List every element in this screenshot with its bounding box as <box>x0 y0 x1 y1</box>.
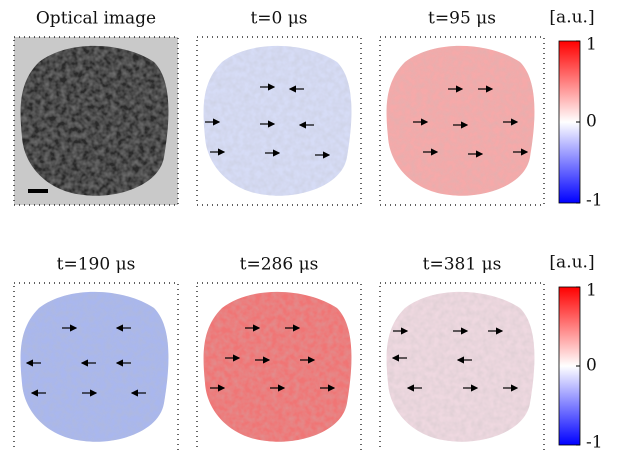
colorbar-unit: [a.u.] <box>549 8 594 28</box>
colorbar-unit: [a.u.] <box>549 253 594 273</box>
panel-frame <box>196 36 362 206</box>
panel-title: t=0 μs <box>250 9 307 29</box>
panel-title: t=286 μs <box>240 255 319 275</box>
colorbar-tick-label: 1 <box>586 281 597 301</box>
sample-map <box>20 45 169 196</box>
panel-frame <box>13 282 179 452</box>
panel <box>379 282 545 452</box>
panel-frame <box>196 282 362 452</box>
colorbar-tick-label: -1 <box>586 191 603 211</box>
panel-frame <box>13 36 179 206</box>
colorbar-tick-label: 0 <box>586 112 597 132</box>
panel-title: Optical image <box>36 9 156 29</box>
panel-title: t=95 μs <box>428 9 496 29</box>
colorbar-tick-label: 1 <box>586 35 597 55</box>
sample-map <box>386 291 535 442</box>
panel <box>196 282 362 452</box>
panel <box>379 36 545 206</box>
panel <box>196 36 362 206</box>
sample-map <box>203 45 352 196</box>
scale-bar <box>28 189 48 193</box>
sample-map <box>20 291 169 442</box>
sample-map <box>203 291 352 442</box>
colorbar-tick-label: -1 <box>586 433 603 451</box>
panel-frame <box>379 36 545 206</box>
panel-frame <box>379 282 545 452</box>
panel <box>13 282 179 452</box>
panel-title: t=190 μs <box>57 255 136 275</box>
colorbar-tick-label: 0 <box>586 356 597 376</box>
sample-map <box>386 45 535 196</box>
panel <box>13 36 179 206</box>
panel-title: t=381 μs <box>423 255 502 275</box>
